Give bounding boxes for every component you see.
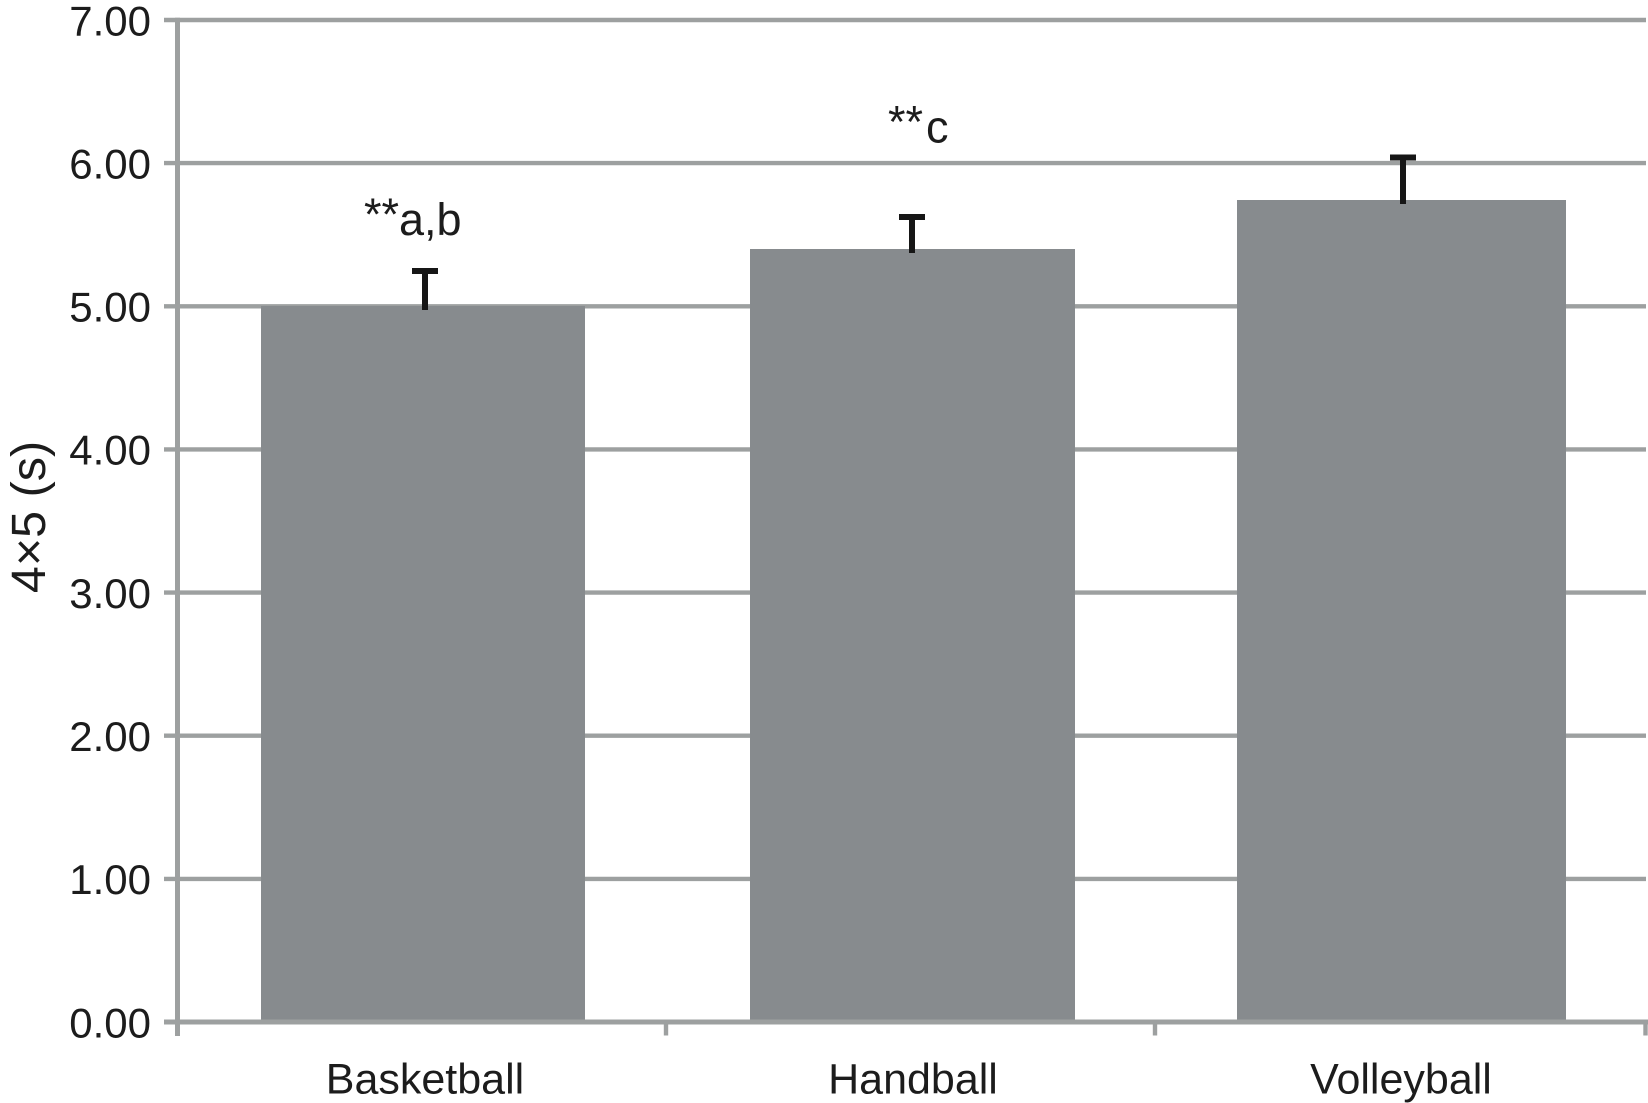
svg-text:2.00: 2.00 xyxy=(69,713,151,760)
svg-text:4.00: 4.00 xyxy=(69,427,151,474)
svg-text:6.00: 6.00 xyxy=(69,140,151,187)
svg-text:Volleyball: Volleyball xyxy=(1310,1056,1492,1103)
svg-text:0.00: 0.00 xyxy=(69,999,151,1046)
svg-text:3.00: 3.00 xyxy=(69,570,151,617)
svg-text:**c: **c xyxy=(888,96,949,152)
svg-text:**a,b: **a,b xyxy=(364,189,462,245)
svg-text:7.00: 7.00 xyxy=(69,0,151,44)
svg-text:Basketball: Basketball xyxy=(326,1056,524,1103)
svg-text:Handball: Handball xyxy=(828,1056,998,1103)
svg-text:1.00: 1.00 xyxy=(69,856,151,903)
svg-text:5.00: 5.00 xyxy=(69,284,151,331)
svg-text:4×5 (s): 4×5 (s) xyxy=(2,441,56,593)
